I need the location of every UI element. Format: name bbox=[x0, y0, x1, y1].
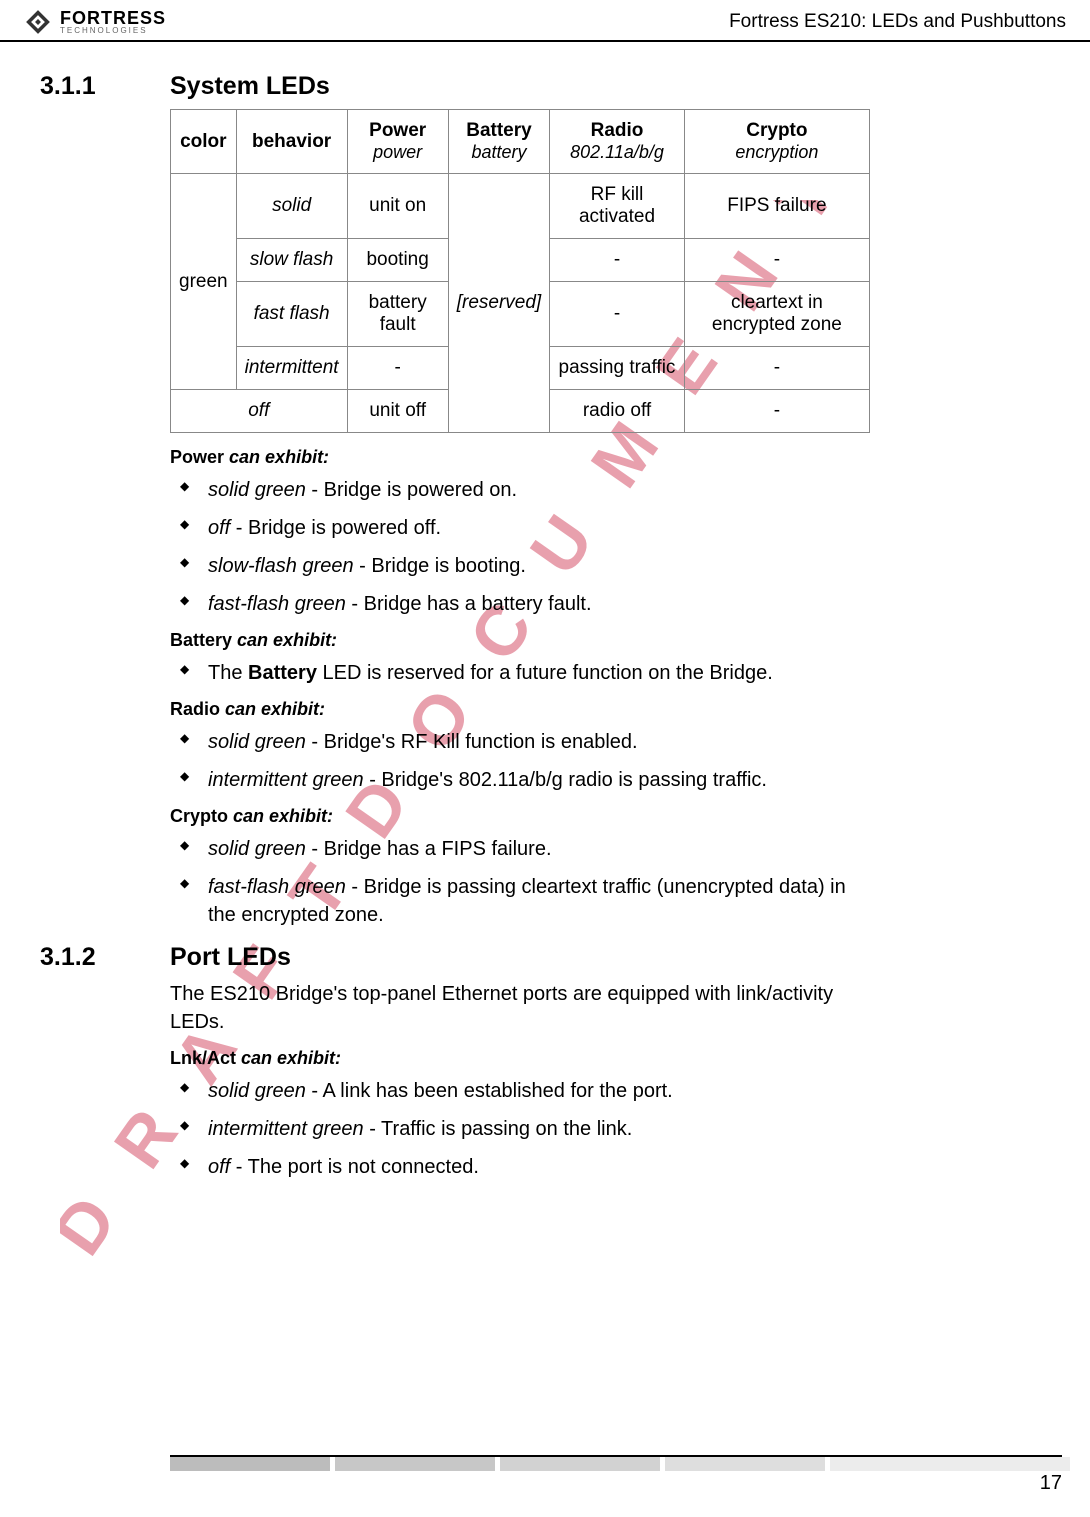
section-number: 3.1.2 bbox=[40, 943, 170, 972]
radio-subhead: Radio can exhibit: bbox=[170, 699, 870, 720]
port-intro-paragraph: The ES210 Bridge's top-panel Ethernet po… bbox=[170, 980, 870, 1036]
list-item: slow-flash green - Bridge is booting. bbox=[170, 552, 870, 580]
logo-icon bbox=[24, 8, 52, 36]
list-item: off - Bridge is powered off. bbox=[170, 514, 870, 542]
list-item: fast-flash green - Bridge is passing cle… bbox=[170, 873, 870, 929]
cell-crypto: - bbox=[684, 347, 869, 390]
cell-radio: - bbox=[550, 239, 685, 282]
logo-sub: TECHNOLOGIES bbox=[60, 27, 166, 35]
power-subhead: Power can exhibit: bbox=[170, 447, 870, 468]
th-radio: Radio802.11a/b/g bbox=[550, 110, 685, 174]
page-number: 17 bbox=[1040, 1472, 1062, 1495]
list-item: intermittent green - Traffic is passing … bbox=[170, 1115, 870, 1143]
cell-power: unit off bbox=[347, 390, 448, 433]
cell-crypto: FIPS failure bbox=[684, 174, 869, 239]
page-header: FORTRESS TECHNOLOGIES Fortress ES210: LE… bbox=[0, 0, 1090, 42]
radio-list: solid green - Bridge's RF Kill function … bbox=[170, 728, 870, 794]
table-row: green solid unit on [reserved] RF kill a… bbox=[171, 174, 870, 239]
cell-behavior: solid bbox=[236, 174, 347, 239]
logo: FORTRESS TECHNOLOGIES bbox=[24, 8, 166, 36]
footer-decoration bbox=[170, 1457, 1070, 1471]
section-number: 3.1.1 bbox=[40, 72, 170, 101]
cell-power: unit on bbox=[347, 174, 448, 239]
cell-radio: RF kill activated bbox=[550, 174, 685, 239]
list-item: solid green - A link has been establishe… bbox=[170, 1077, 870, 1105]
cell-power: booting bbox=[347, 239, 448, 282]
th-power: Powerpower bbox=[347, 110, 448, 174]
section-title: System LEDs bbox=[170, 72, 330, 101]
logo-name: FORTRESS bbox=[60, 9, 166, 27]
th-battery: Batterybattery bbox=[448, 110, 549, 174]
system-leds-table: color behavior Powerpower Batterybattery… bbox=[170, 109, 870, 433]
th-crypto: Cryptoencryption bbox=[684, 110, 869, 174]
cell-behavior: slow flash bbox=[236, 239, 347, 282]
cell-radio: passing traffic bbox=[550, 347, 685, 390]
list-item: solid green - Bridge's RF Kill function … bbox=[170, 728, 870, 756]
crypto-subhead: Crypto can exhibit: bbox=[170, 806, 870, 827]
header-title: Fortress ES210: LEDs and Pushbuttons bbox=[729, 11, 1066, 33]
crypto-list: solid green - Bridge has a FIPS failure.… bbox=[170, 835, 870, 929]
lnkact-subhead: Lnk/Act can exhibit: bbox=[170, 1048, 870, 1069]
cell-behavior: fast flash bbox=[236, 282, 347, 347]
th-behavior: behavior bbox=[236, 110, 347, 174]
cell-crypto: cleartext in encrypted zone bbox=[684, 282, 869, 347]
list-item: The Battery LED is reserved for a future… bbox=[170, 659, 870, 687]
cell-behavior-off: off bbox=[171, 390, 348, 433]
section-3-1-2-heading: 3.1.2 Port LEDs bbox=[40, 943, 1090, 972]
battery-subhead: Battery can exhibit: bbox=[170, 630, 870, 651]
cell-color-green: green bbox=[171, 174, 237, 390]
lnkact-list: solid green - A link has been establishe… bbox=[170, 1077, 870, 1181]
power-list: solid green - Bridge is powered on. off … bbox=[170, 476, 870, 618]
section-3-1-1-heading: 3.1.1 System LEDs bbox=[40, 72, 1090, 101]
list-item: off - The port is not connected. bbox=[170, 1153, 870, 1181]
section-title: Port LEDs bbox=[170, 943, 291, 972]
list-item: fast-flash green - Bridge has a battery … bbox=[170, 590, 870, 618]
cell-crypto: - bbox=[684, 390, 869, 433]
th-color: color bbox=[171, 110, 237, 174]
cell-crypto: - bbox=[684, 239, 869, 282]
cell-power: battery fault bbox=[347, 282, 448, 347]
cell-behavior: intermittent bbox=[236, 347, 347, 390]
list-item: solid green - Bridge is powered on. bbox=[170, 476, 870, 504]
list-item: intermittent green - Bridge's 802.11a/b/… bbox=[170, 766, 870, 794]
cell-radio: - bbox=[550, 282, 685, 347]
cell-radio: radio off bbox=[550, 390, 685, 433]
cell-battery-reserved: [reserved] bbox=[448, 174, 549, 433]
cell-power: - bbox=[347, 347, 448, 390]
list-item: solid green - Bridge has a FIPS failure. bbox=[170, 835, 870, 863]
battery-list: The Battery LED is reserved for a future… bbox=[170, 659, 870, 687]
